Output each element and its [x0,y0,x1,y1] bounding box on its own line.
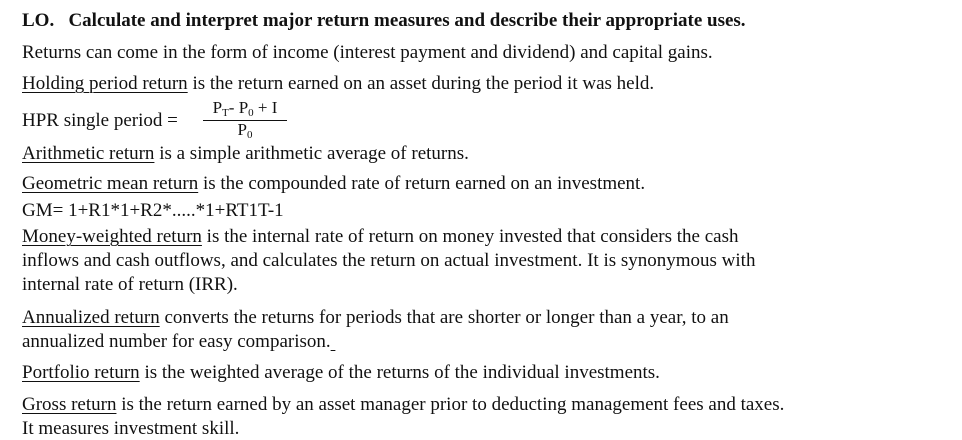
mwr-term: Money-weighted return [22,226,202,247]
num-sub-0: 0 [248,107,254,119]
mwr-text-2: inflows and cash outflows, and calculate… [22,250,756,271]
geo-formula-text: GM= 1+R1*1+R2*.....*1+RT1T-1 [22,200,284,221]
annual-term: Annualized return [22,307,160,328]
arith-text: is a simple arithmetic average of return… [154,143,469,164]
hpr-term: Holding period return [22,73,188,94]
num-p: P [212,98,223,117]
fraction-bar [203,120,287,121]
mwr-definition-line2: inflows and cash outflows, and calculate… [22,250,755,272]
hpr-text: is the return earned on an asset during … [187,73,655,94]
hpr-denominator: P0 [203,120,287,141]
geo-definition: Geometric mean return is the compounded … [22,173,645,195]
annual-text-2: annualized number for easy comparison. [22,331,331,352]
arith-term: Arithmetic return [22,143,155,164]
hpr-numerator: PT- P0 + I [203,98,287,119]
portfolio-text: is the weighted average of the returns o… [139,362,660,383]
annual-definition-line2: annualized number for easy comparison. [22,331,335,353]
den-sub-0: 0 [246,129,253,141]
portfolio-definition: Portfolio return is the weighted average… [22,362,660,384]
learning-outcome-heading: LO. Calculate and interpret major return… [22,10,746,32]
gross-text-1: is the return earned by an asset manager… [116,394,785,415]
num-end: + I [257,98,278,117]
intro-text: Returns can come in the form of income (… [22,42,713,63]
gross-definition-line2: It measures investment skill. [22,418,239,440]
mwr-text-3: internal rate of return (IRR). [22,274,238,295]
gross-term: Gross return [22,394,117,415]
intro-paragraph: Returns can come in the form of income (… [22,42,713,64]
mwr-text-1: is the internal rate of return on money … [201,226,739,247]
hpr-definition: Holding period return is the return earn… [22,73,654,95]
arith-definition: Arithmetic return is a simple arithmetic… [22,143,469,165]
num-sub-t: T [222,107,229,119]
geo-text: is the compounded rate of return earned … [198,173,646,194]
annual-definition-line1: Annualized return converts the returns f… [22,307,729,329]
den-p: P [237,120,247,139]
gross-definition-line1: Gross return is the return earned by an … [22,394,784,416]
hpr-formula-label-text: HPR single period = [22,110,178,131]
hpr-formula-label: HPR single period = [22,110,178,132]
lo-title: Calculate and interpret major return mea… [68,10,746,31]
mwr-definition-line3: internal rate of return (IRR). [22,274,238,296]
num-mid: - P [228,98,249,117]
gross-text-2: It measures investment skill. [22,418,240,439]
geo-formula: GM= 1+R1*1+R2*.....*1+RT1T-1 [22,200,284,222]
geo-term: Geometric mean return [22,173,199,194]
lo-label: LO. [22,10,55,31]
mwr-definition-line1: Money-weighted return is the internal ra… [22,226,739,248]
trailing-underline [331,331,336,352]
annual-text-1: converts the returns for periods that ar… [159,307,729,328]
portfolio-term: Portfolio return [22,362,140,383]
